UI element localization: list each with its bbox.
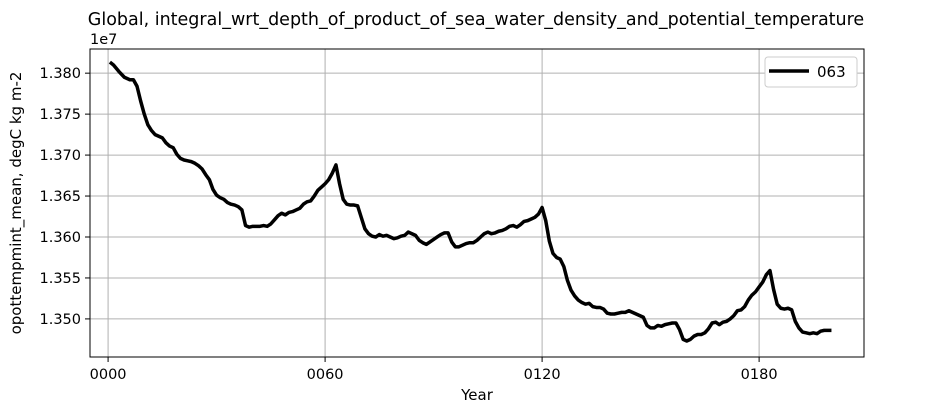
chart-title: Global, integral_wrt_depth_of_product_of… <box>88 10 864 30</box>
grid <box>90 49 864 357</box>
y-axis-label: opottempmint_mean, degC kg m-2 <box>7 72 26 335</box>
y-tick-label: 1.360 <box>39 230 81 246</box>
x-axis-ticks: 0000 0060 0120 0180 <box>90 357 778 383</box>
y-tick-label: 1.375 <box>39 107 81 123</box>
x-tick-label: 0000 <box>90 367 127 383</box>
series-lines <box>108 60 832 343</box>
plot-area-frame <box>89 48 865 358</box>
y-axis-ticks: 1.350 1.355 1.360 1.365 1.370 1.375 1.380 <box>39 66 90 328</box>
y-tick-label: 1.355 <box>39 271 81 287</box>
y-tick-label: 1.370 <box>39 148 81 164</box>
x-axis-label: Year <box>460 386 494 404</box>
legend: 063 <box>764 56 858 88</box>
x-tick-label: 0120 <box>524 367 561 383</box>
y-offset-label: 1e7 <box>90 32 117 48</box>
legend-box <box>764 56 858 88</box>
y-tick-label: 1.350 <box>39 312 81 328</box>
legend-label: 063 <box>817 63 846 81</box>
x-tick-label: 0180 <box>741 367 778 383</box>
y-tick-label: 1.380 <box>39 66 81 82</box>
x-tick-label: 0060 <box>307 367 344 383</box>
series-line-063 <box>108 60 832 343</box>
y-tick-label: 1.365 <box>39 189 81 205</box>
